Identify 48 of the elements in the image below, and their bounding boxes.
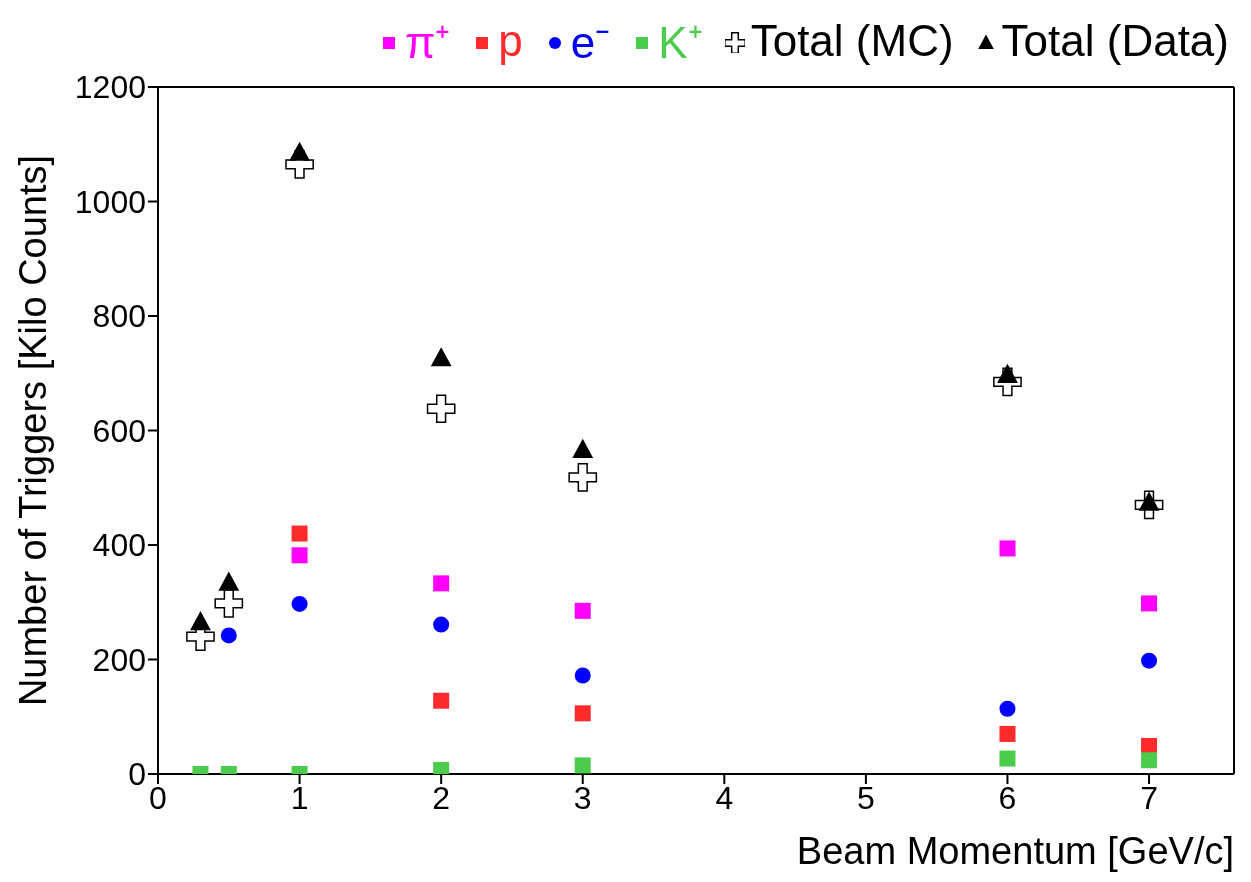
legend-label: K⁺ (658, 17, 703, 69)
x-tick-label: 2 (432, 779, 451, 816)
point (574, 667, 591, 684)
legend-label: π⁺ (404, 17, 451, 69)
point (190, 611, 211, 631)
point (430, 347, 452, 367)
legend-label: e⁻ (570, 17, 611, 69)
point (220, 627, 237, 644)
point (291, 547, 308, 564)
y-tick-label: 800 (92, 298, 146, 335)
x-tick-label: 7 (1140, 779, 1158, 816)
y-tick-label: 200 (92, 641, 146, 678)
x-tick-label: 4 (715, 779, 734, 816)
point (999, 725, 1016, 742)
y-tick-label: 600 (92, 412, 146, 449)
y-tick-label: 400 (92, 527, 146, 564)
point (568, 463, 598, 492)
point (574, 705, 591, 722)
point (291, 595, 308, 612)
legend-label: Total (MC) (750, 16, 954, 66)
point (218, 571, 240, 591)
point (289, 141, 310, 161)
point (214, 589, 244, 618)
y-tick-label: 0 (128, 756, 146, 793)
point (433, 616, 450, 633)
y-axis-title: Number of Triggers [Kilo Counts] (12, 154, 55, 707)
point (999, 700, 1016, 717)
x-tick-label: 6 (998, 779, 1017, 816)
x-tick-label: 1 (290, 779, 309, 816)
x-tick-label: 3 (573, 779, 592, 816)
point (291, 525, 308, 542)
point (999, 540, 1016, 557)
point (1141, 595, 1158, 612)
point (999, 750, 1016, 767)
point (572, 438, 594, 458)
y-tick-label: 1200 (74, 69, 146, 106)
point (574, 602, 591, 619)
legend-label: Total (Data) (1001, 16, 1229, 66)
point (1141, 652, 1158, 669)
point (574, 757, 591, 774)
point (1141, 752, 1158, 769)
point (433, 575, 450, 592)
x-axis-title: Beam Momentum [GeV/c] (796, 830, 1234, 872)
point (426, 394, 456, 424)
point (433, 692, 450, 709)
legend-label: p (498, 16, 523, 66)
x-tick-label: 5 (857, 779, 875, 816)
y-tick-label: 1000 (74, 183, 146, 220)
